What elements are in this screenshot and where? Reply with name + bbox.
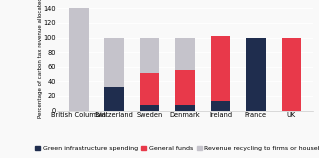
Bar: [282, 38, 301, 111]
Bar: [175, 38, 195, 70]
Bar: [140, 73, 160, 105]
Legend: Green infrastructure spending, General funds, Revenue recycling to firms or hous: Green infrastructure spending, General f…: [33, 143, 319, 154]
Bar: [104, 38, 124, 87]
Y-axis label: Percentage of carbon tax revenue allocated: Percentage of carbon tax revenue allocat…: [38, 0, 43, 118]
Bar: [246, 38, 266, 111]
Bar: [104, 87, 124, 111]
Bar: [69, 8, 88, 111]
Bar: [211, 101, 230, 111]
Bar: [175, 70, 195, 105]
Bar: [175, 105, 195, 111]
Bar: [140, 105, 160, 111]
Bar: [140, 38, 160, 73]
Bar: [211, 36, 230, 101]
